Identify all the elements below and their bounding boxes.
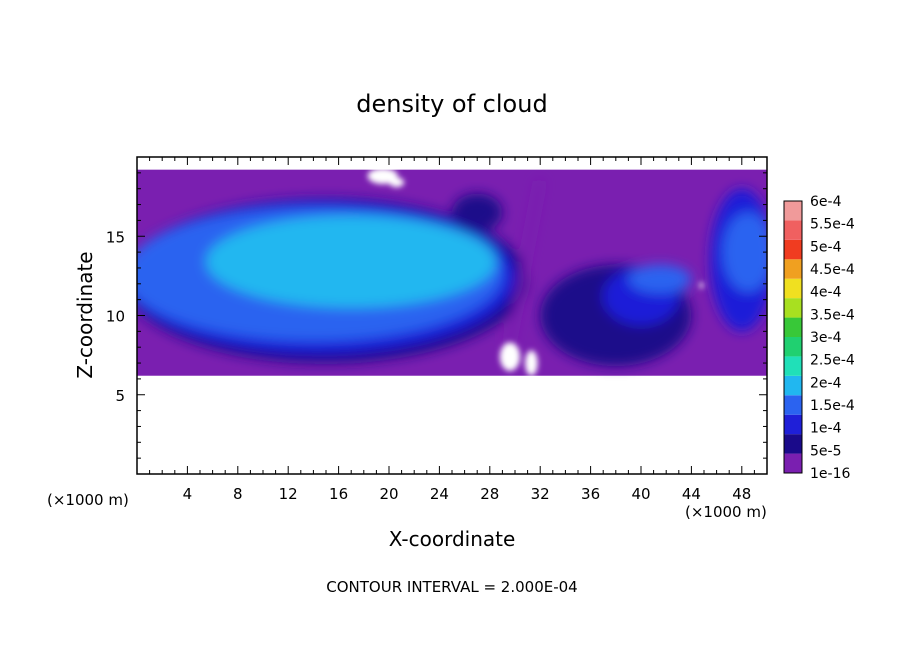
colorbar-swatch	[784, 337, 802, 357]
colorbar-label: 2.5e-4	[810, 353, 855, 369]
colorbar-label: 5e-5	[810, 443, 841, 459]
colorbar-swatch	[784, 453, 802, 473]
x-tick-label: 28	[480, 485, 499, 503]
x-axis-label: X-coordinate	[389, 527, 516, 551]
x-tick-label: 36	[581, 485, 600, 503]
y-tick-labels: 5 10 15	[106, 228, 125, 405]
right-edge-blob-core	[722, 212, 767, 292]
y-tick-label: 10	[106, 308, 125, 326]
colorbar-swatch	[784, 375, 802, 396]
y-tick-label: 5	[115, 387, 125, 405]
x-tick-label: 16	[329, 485, 348, 503]
colorbar: 1e-16 5e-5 1e-4 1.5e-4 2e-4 2.5e-4 3e-4 3.5e-4 4…	[783, 194, 855, 482]
chart-title: density of cloud	[356, 90, 547, 118]
edge-gap-1	[389, 177, 405, 188]
colorbar-swatch	[784, 434, 802, 454]
x-tick-label: 12	[279, 485, 298, 503]
colorbar-label: 5e-4	[810, 239, 842, 255]
eddy-dark	[452, 193, 503, 232]
colorbar-swatch	[784, 259, 802, 279]
colorbar-swatch	[784, 395, 802, 415]
y-tick-label: 15	[106, 228, 125, 246]
colorbar-label: 5.5e-4	[810, 217, 855, 233]
colorbar-label: 4e-4	[810, 285, 842, 301]
colorbar-label: 4.5e-4	[810, 262, 855, 278]
x-tick-label: 20	[379, 485, 398, 503]
edge-gap-3	[525, 350, 538, 376]
axis-ticks	[137, 157, 767, 474]
cloud-interior	[137, 180, 767, 367]
x-tick-label: 48	[732, 485, 751, 503]
colorbar-swatch	[784, 201, 802, 221]
colorbar-label: 6e-4	[810, 194, 842, 210]
colorbar-label: 2e-4	[810, 375, 842, 391]
colorbar-swatch	[784, 317, 802, 337]
x-tick-label: 4	[183, 485, 193, 503]
colorbar-swatch	[784, 278, 802, 299]
density-field	[137, 157, 767, 474]
edge-gap-2	[499, 342, 521, 371]
edge-gaps	[367, 168, 704, 376]
x-unit-right: (×1000 m)	[685, 503, 767, 521]
colorbar-swatch	[784, 220, 802, 240]
colorbar-swatch	[784, 414, 802, 435]
colorbar-label: 1e-16	[810, 466, 850, 482]
x-tick-label: 40	[631, 485, 650, 503]
core-layer-4	[206, 215, 497, 308]
x-unit-left: (×1000 m)	[47, 491, 129, 509]
colorbar-label: 1e-4	[810, 421, 842, 437]
x-tick-label: 24	[430, 485, 449, 503]
y-axis-label: Z-coordinate	[73, 251, 97, 378]
boundary-streak	[506, 180, 543, 348]
x-tick-labels: 4 8 12 16 20 24 28 32 36 40 44 48	[183, 485, 752, 503]
colorbar-swatch	[784, 356, 802, 376]
turbulent-swirl	[628, 264, 692, 294]
colorbar-label: 1.5e-4	[810, 398, 855, 414]
colorbar-frame	[783, 200, 803, 474]
x-tick-label: 32	[531, 485, 550, 503]
x-tick-label: 44	[682, 485, 701, 503]
colorbar-label: 3e-4	[810, 330, 842, 346]
edge-gap-4	[699, 282, 704, 289]
x-tick-label: 8	[233, 485, 243, 503]
contour-interval-footer: CONTOUR INTERVAL = 2.000E-04	[326, 578, 577, 596]
colorbar-swatch	[784, 239, 802, 260]
colorbar-label: 3.5e-4	[810, 307, 855, 323]
colorbar-swatch	[784, 298, 802, 318]
